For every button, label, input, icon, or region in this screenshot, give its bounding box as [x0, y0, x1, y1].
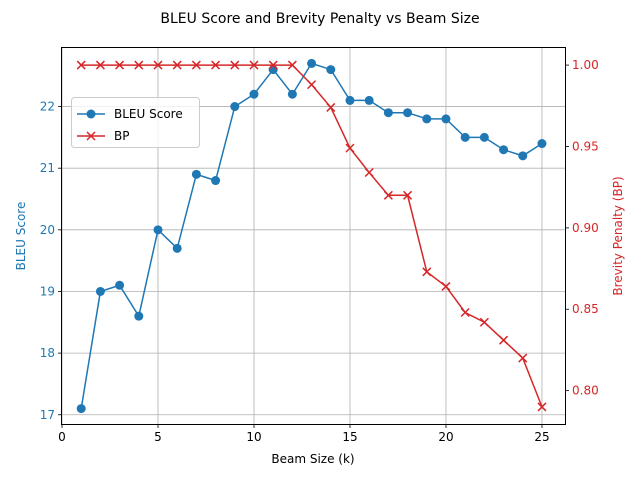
y-tick-label-left: 19: [40, 284, 55, 298]
data-point-bp: [537, 402, 547, 412]
data-point-bp: [230, 60, 240, 70]
data-point-bp: [479, 317, 489, 327]
data-point-bleu: [499, 145, 509, 155]
y-tick-label-left: 18: [40, 346, 55, 360]
data-point-bleu: [326, 65, 336, 75]
data-point-bleu: [134, 311, 144, 321]
legend: BLEU Score BP: [71, 97, 200, 148]
data-point-bp: [172, 60, 182, 70]
data-point-bleu: [115, 280, 125, 290]
data-point-bleu: [403, 108, 413, 118]
x-tick-label: 20: [438, 430, 453, 444]
x-tick-label: 0: [58, 430, 66, 444]
data-point-bp: [326, 102, 336, 112]
legend-box: [71, 97, 200, 148]
y-tick-label-left: 20: [40, 223, 55, 237]
data-point-bp: [76, 60, 86, 70]
data-point-bp: [460, 307, 470, 318]
y-axis-label-right: Brevity Penalty (BP): [611, 176, 625, 295]
data-point-bleu: [383, 108, 393, 118]
data-point-bp: [499, 335, 509, 345]
data-point-bp: [115, 60, 125, 70]
y-tick-label-right: 0.80: [572, 384, 599, 398]
data-point-bleu: [191, 169, 201, 179]
x-tick-label: 25: [534, 430, 549, 444]
x-axis: 0 5 10 15 20 25: [58, 424, 550, 444]
data-point-bleu: [537, 139, 547, 149]
data-point-bp: [249, 60, 259, 70]
data-point-bp: [307, 80, 317, 90]
data-point-bleu: [230, 102, 240, 112]
legend-marker-bleu: [86, 109, 96, 119]
data-point-bp: [211, 60, 221, 70]
series-layer: [76, 58, 547, 414]
data-point-bleu: [460, 132, 470, 142]
data-point-bleu: [153, 225, 163, 235]
y-axis-left: 17 18 19 20 21 22: [40, 100, 62, 422]
data-point-bleu: [287, 89, 297, 99]
x-axis-label: Beam Size (k): [271, 452, 354, 466]
data-point-bp: [422, 267, 432, 277]
data-point-bp: [364, 167, 374, 178]
y-axis-label-left: BLEU Score: [14, 202, 28, 271]
x-tick-label: 5: [154, 430, 162, 444]
data-point-bleu: [95, 286, 105, 296]
y-tick-label-left: 22: [40, 100, 55, 114]
data-point-bp: [383, 190, 393, 200]
data-point-bleu: [268, 65, 278, 75]
y-tick-label-right: 0.85: [572, 302, 599, 316]
data-point-bp: [441, 281, 451, 291]
data-point-bleu: [422, 114, 432, 124]
y-tick-label-left: 21: [40, 161, 55, 175]
data-point-bleu: [211, 176, 221, 186]
x-tick-label: 10: [246, 430, 261, 444]
x-tick-label: 15: [342, 430, 357, 444]
data-point-bleu: [307, 58, 317, 68]
y-tick-label-left: 17: [40, 408, 55, 422]
data-point-bleu: [172, 243, 182, 253]
chart-title: BLEU Score and Brevity Penalty vs Beam S…: [160, 11, 479, 27]
data-point-bp: [95, 60, 105, 70]
data-point-bp: [134, 60, 144, 70]
data-point-bp: [153, 60, 163, 70]
y-axis-right: 0.80 0.85 0.90 0.95 1.00: [565, 58, 599, 398]
data-point-bleu: [441, 114, 451, 124]
legend-label-bleu: BLEU Score: [114, 107, 183, 121]
data-point-bleu: [479, 132, 489, 142]
y-tick-label-right: 0.90: [572, 221, 599, 235]
data-point-bp: [287, 60, 297, 70]
data-point-bleu: [364, 95, 374, 105]
data-point-bp: [191, 60, 201, 70]
data-point-bleu: [518, 151, 528, 161]
y-tick-label-right: 1.00: [572, 58, 599, 72]
data-point-bleu: [345, 95, 355, 105]
data-point-bp: [518, 353, 528, 363]
y-tick-label-right: 0.95: [572, 139, 599, 153]
data-point-bleu: [249, 89, 259, 99]
data-point-bleu: [76, 404, 86, 414]
legend-label-bp: BP: [114, 129, 129, 143]
data-point-bp: [403, 190, 413, 200]
plot-frame: [61, 47, 566, 425]
data-point-bp: [345, 143, 355, 153]
data-point-bp: [268, 60, 278, 70]
legend-marker-bp: [86, 131, 96, 141]
